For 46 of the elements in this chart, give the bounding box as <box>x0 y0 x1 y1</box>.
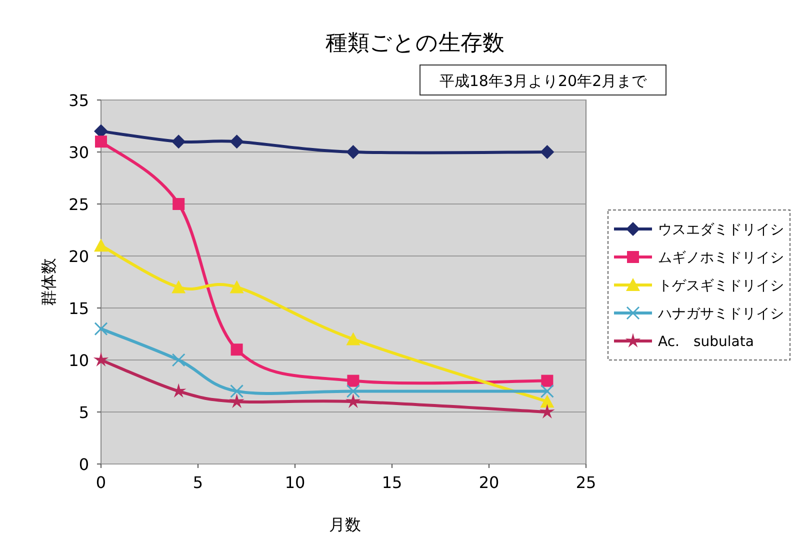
y-tick-label: 20 <box>68 247 89 266</box>
point <box>95 136 107 148</box>
chart-subtitle: 平成18年3月より20年2月まで <box>439 72 648 90</box>
point <box>93 352 109 366</box>
y-tick-label: 35 <box>68 91 89 110</box>
point <box>346 332 360 346</box>
point <box>172 280 186 294</box>
y-tick-label: 5 <box>78 403 89 422</box>
y-tick-label: 0 <box>78 455 89 474</box>
point <box>346 145 360 159</box>
x-tick-label: 0 <box>96 473 106 492</box>
legend-label: ウスエダミドリイシ <box>658 222 784 238</box>
point <box>94 238 108 252</box>
legend-label: Ac. subulata <box>658 334 754 350</box>
point <box>229 394 244 408</box>
x-tick-label: 5 <box>192 473 204 492</box>
point <box>540 145 554 159</box>
legend-label: ムギノホミドリイシ <box>658 250 784 266</box>
chart-title: 種類ごとの生存数 <box>326 31 504 56</box>
point <box>230 280 244 294</box>
y-tick-label: 10 <box>68 351 89 370</box>
point <box>230 384 244 398</box>
x-axis-title: 月数 <box>329 515 361 534</box>
y-tick-label: 25 <box>68 195 89 214</box>
y-tick-label: 15 <box>68 299 89 318</box>
legend-label: ハナガサミドリイシ <box>657 306 784 322</box>
point <box>172 198 185 210</box>
point <box>541 374 554 387</box>
y-tick-label: 30 <box>68 143 89 162</box>
point <box>94 322 108 336</box>
point <box>172 134 186 149</box>
point <box>540 404 555 418</box>
legend-label: トゲスギミドリイシ <box>658 278 784 294</box>
point <box>230 344 243 356</box>
point <box>540 384 554 398</box>
point <box>540 394 554 408</box>
x-tick-label: 20 <box>478 473 500 492</box>
x-tick-label: 15 <box>382 473 402 492</box>
y-axis-title: 群体数 <box>39 258 58 306</box>
point <box>346 394 361 408</box>
point <box>346 384 360 398</box>
point <box>172 353 186 367</box>
x-tick-label: 25 <box>576 473 596 492</box>
point <box>347 374 360 387</box>
point <box>230 134 244 149</box>
x-tick-label: 10 <box>284 473 306 492</box>
